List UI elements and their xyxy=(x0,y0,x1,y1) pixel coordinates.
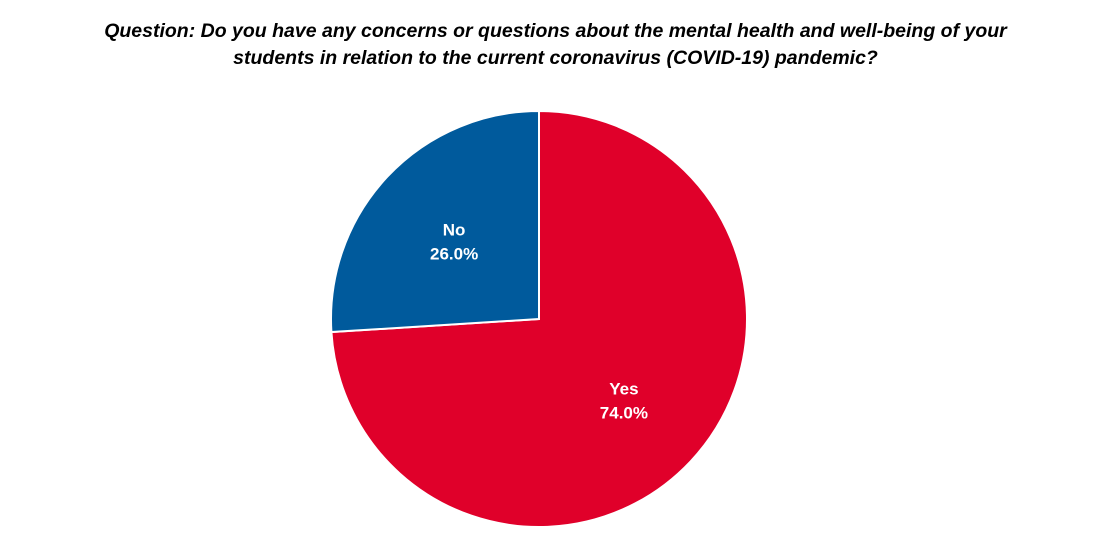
chart-title-line-2: students in relation to the current coro… xyxy=(233,47,878,69)
slice-label-yes: Yes xyxy=(609,380,638,399)
pie-labels: Yes 74.0% No 26.0% xyxy=(430,220,648,422)
slice-label-no: No xyxy=(443,220,466,239)
chart-title-line-1: Question: Do you have any concerns or qu… xyxy=(104,20,1007,42)
pie-slices xyxy=(330,109,748,528)
chart-title: Question: Do you have any concerns or qu… xyxy=(0,18,1111,72)
pie-slice-no xyxy=(330,109,540,334)
slice-value-yes: 74.0% xyxy=(600,404,648,423)
slice-value-no: 26.0% xyxy=(430,244,478,263)
